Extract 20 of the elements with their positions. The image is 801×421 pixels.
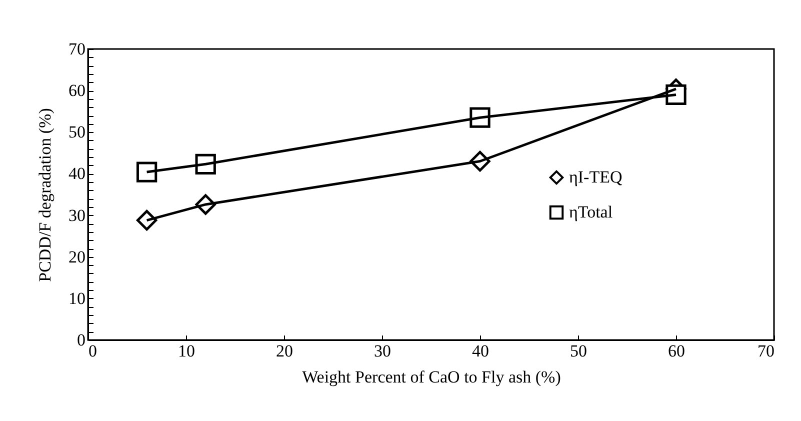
legend-label: ηI-TEQ [569, 168, 622, 186]
x-tick-label: 60 [668, 342, 685, 360]
y-tick-label: 70 [68, 40, 86, 58]
x-tick-label: 40 [472, 342, 489, 360]
x-tick-label: 30 [374, 342, 391, 360]
x-tick-label: 10 [178, 342, 195, 360]
y-tick-label: 30 [68, 206, 86, 225]
y-axis-title: PCDD/F degradation (%) [36, 108, 54, 282]
x-axis-title: Weight Percent of CaO to Fly ash (%) [302, 368, 561, 386]
legend-label: ηTotal [569, 202, 613, 222]
y-tick-label: 60 [68, 81, 86, 100]
point [136, 162, 158, 182]
x-tick-label: 0 [88, 342, 97, 360]
y-tick-label: 20 [68, 247, 86, 266]
x-tick-label: 20 [276, 342, 293, 360]
x-tick-label: 50 [570, 342, 587, 360]
y-tick-label: 10 [68, 288, 86, 308]
y-tick-label: 40 [68, 164, 86, 184]
y-tick-label: 50 [68, 122, 86, 142]
x-tick-label: 70 [758, 342, 774, 360]
